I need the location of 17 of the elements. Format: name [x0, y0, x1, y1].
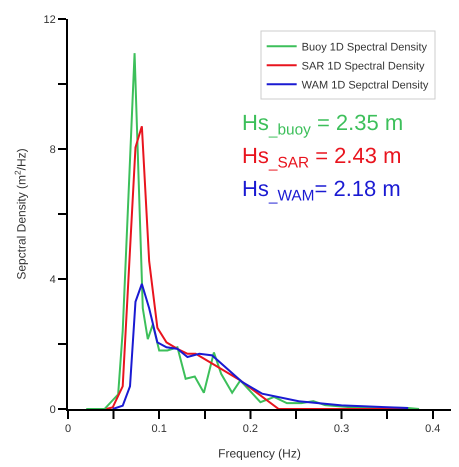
y-tick-label: 4 [50, 274, 56, 286]
x-tick-label: 0.3 [334, 423, 350, 436]
x-tick-label: 0.4 [425, 423, 440, 436]
annotation: Hs$_{_buoy}$ = 2.35 m [242, 110, 404, 139]
annotation: Hs$_{_SAR}$ = 2.43 m [242, 143, 402, 172]
x-axis-title: Frequency (Hz) [218, 446, 301, 461]
x-tick-label: 0 [64, 423, 72, 436]
y-tick-label: 12 [44, 14, 56, 26]
annotation: Hs$_{_WAM}$= 2.18 m [242, 176, 401, 205]
x-tick-label: 0.2 [242, 423, 258, 436]
line-series [112, 282, 410, 409]
y-tick-label: 0 [50, 404, 56, 416]
legend-label: Buoy 1D Spectral Density [302, 41, 428, 54]
legend-label: WAM 1D Sepctral Density [302, 79, 429, 92]
legend-label: SAR 1D Spectral Density [302, 60, 426, 72]
x-tick-label: 0.1 [152, 423, 167, 436]
y-tick-label: 8 [50, 144, 56, 156]
